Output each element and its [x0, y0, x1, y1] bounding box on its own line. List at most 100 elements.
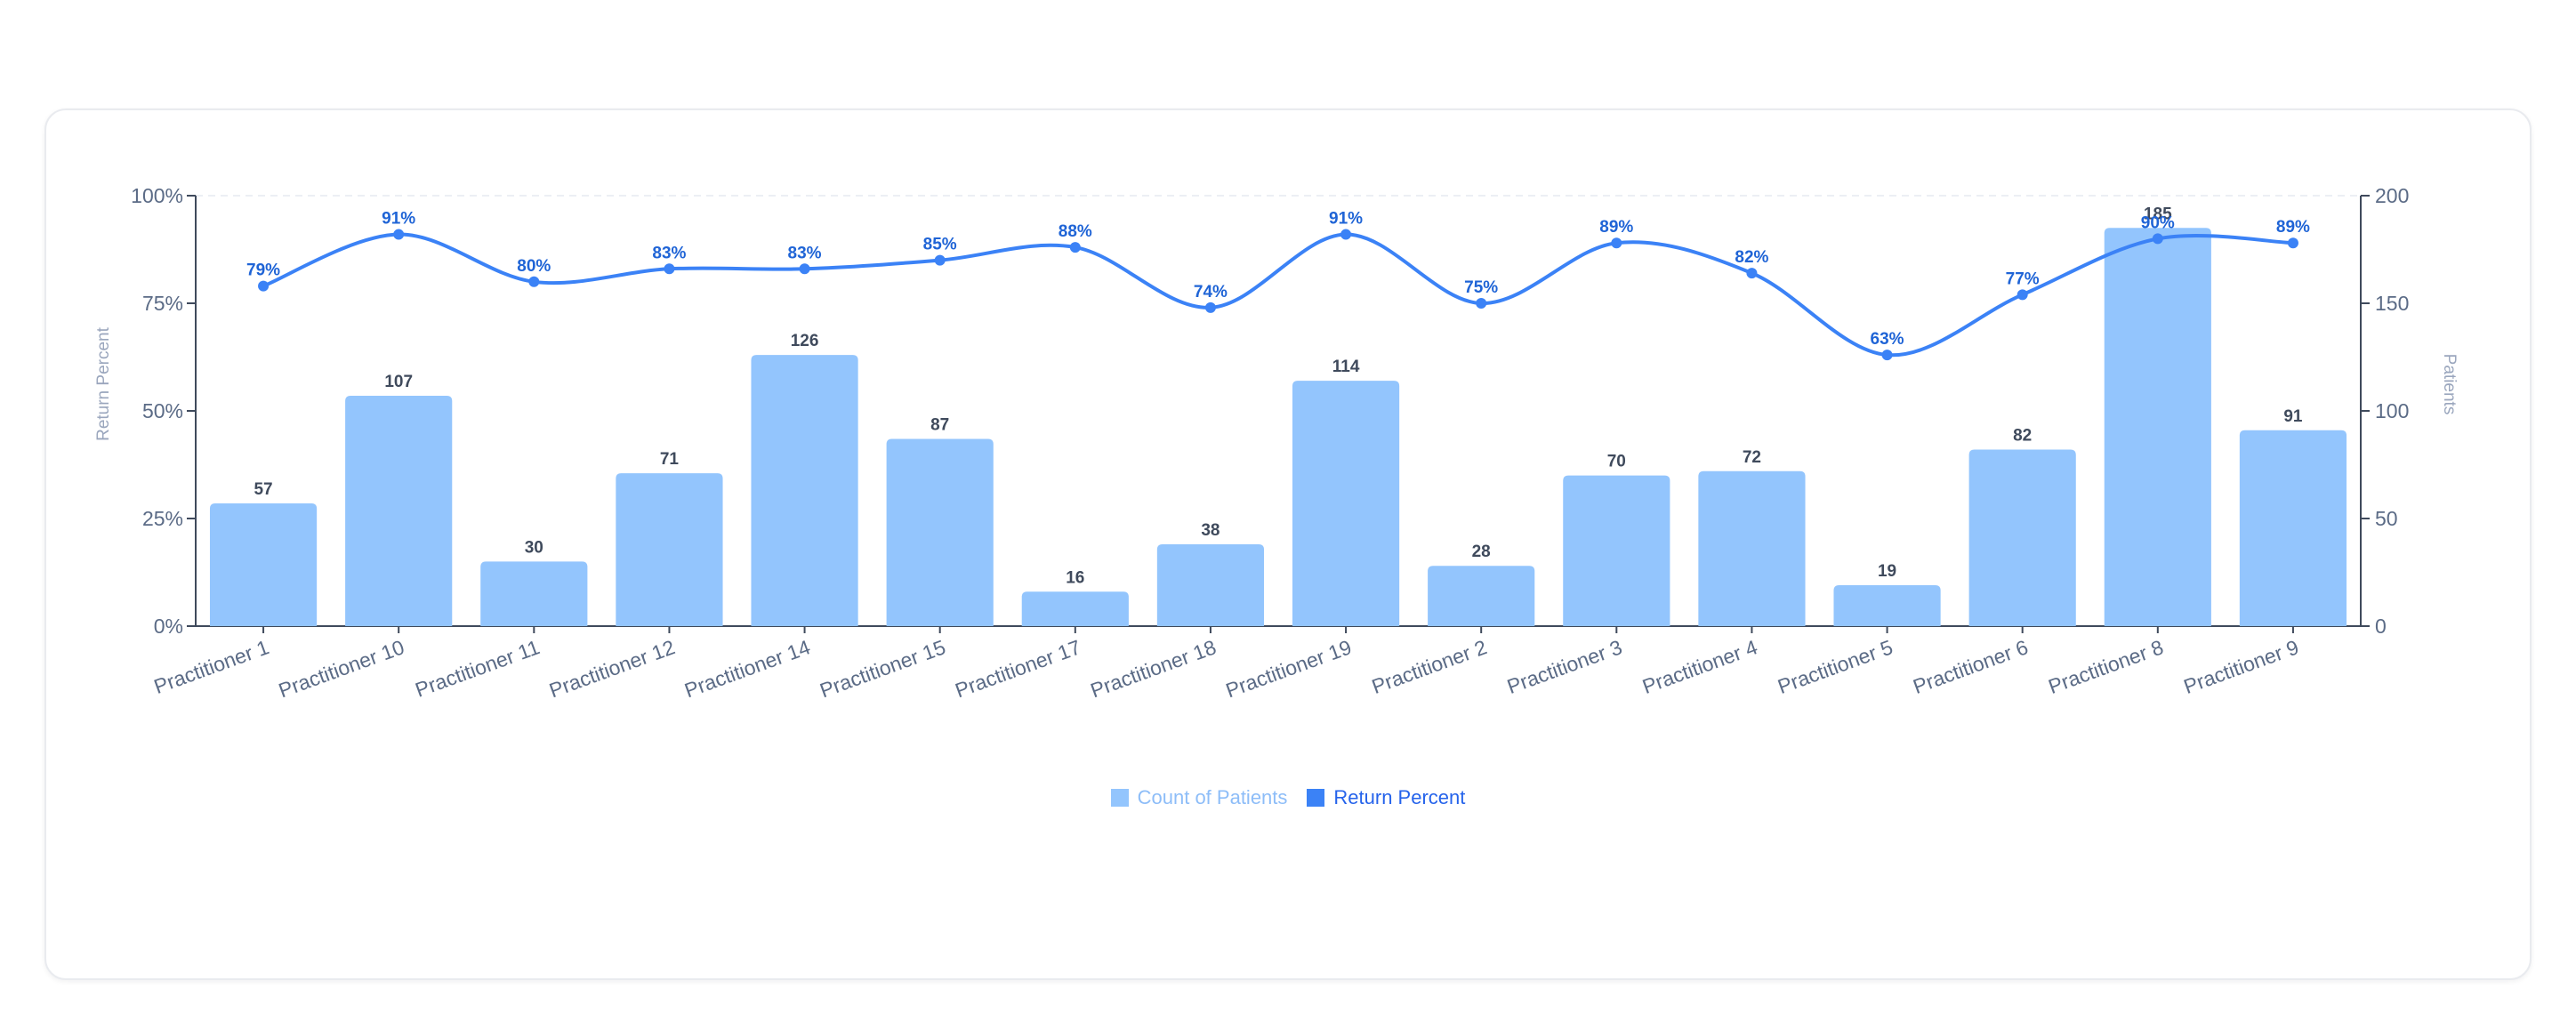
return-percent-point [934, 254, 946, 266]
return-percent-point [1746, 268, 1758, 279]
bar-value-label: 107 [384, 373, 413, 391]
y-left-tick-label: 50% [142, 399, 183, 422]
return-percent-label: 91% [1329, 210, 1363, 229]
return-percent-point [1069, 242, 1081, 253]
bar-practitioner-2 [1428, 566, 1535, 626]
y-left-axis-title: Return Percent [94, 326, 113, 441]
bar-practitioner-17 [1021, 591, 1129, 626]
legend-item-count-of-patients[interactable]: Count of Patients [1110, 786, 1288, 809]
y-right-tick-label: 0 [2375, 615, 2387, 638]
bar-practitioner-18 [1156, 544, 1265, 626]
legend-swatch-return-percent [1307, 789, 1325, 807]
bar-practitioner-9 [2239, 430, 2347, 626]
bar-practitioner-4 [1698, 470, 1806, 626]
bar-value-label: 72 [1743, 448, 1761, 467]
return-percent-point [1476, 298, 1487, 309]
y-left-tick-label: 75% [142, 292, 183, 315]
return-percent-label: 91% [382, 210, 415, 229]
legend-label-return-percent: Return Percent [1333, 786, 1466, 808]
bar-value-label: 185 [2144, 205, 2172, 223]
bar-value-label: 28 [1472, 543, 1491, 561]
return-percent-point [799, 263, 810, 275]
return-percent-label: 82% [1735, 248, 1768, 267]
x-tick-label-practitioner-11: Practitioner 11 [412, 635, 543, 702]
return-percent-label: 80% [517, 257, 551, 276]
bar-practitioner-1 [209, 503, 318, 626]
bar-value-label: 87 [930, 415, 949, 434]
y-right-tick-label: 150 [2375, 292, 2409, 315]
legend-item-return-percent[interactable]: Return Percent [1307, 786, 1465, 809]
return-percent-label: 85% [923, 236, 957, 254]
y-right-tick-label: 200 [2375, 184, 2409, 207]
combo-chart: 0% 25% 50% 75% 100% 0 50 100 150 200 Return Percen… [94, 184, 2459, 702]
x-tick-label-practitioner-17: Practitioner 17 [952, 635, 1083, 702]
return-percent-label: 83% [652, 244, 686, 262]
y-right-tick-label: 100 [2375, 399, 2409, 422]
bar-practitioner-12 [616, 473, 723, 626]
x-tick-label-practitioner-4: Practitioner 4 [1639, 635, 1760, 698]
bar-value-label: 16 [1066, 568, 1084, 587]
bar-value-label: 70 [1607, 453, 1626, 471]
legend: Count of Patients Return Percent [46, 786, 2530, 809]
return-percent-point [1611, 237, 1622, 249]
bar-practitioner-15 [886, 438, 994, 626]
legend-swatch-count-of-patients [1110, 789, 1129, 807]
bar-value-label: 114 [1332, 358, 1360, 376]
return-percent-point [2152, 233, 2163, 245]
x-tick-label-practitioner-5: Practitioner 5 [1775, 635, 1896, 698]
y-left-tick-label: 25% [142, 507, 183, 530]
x-tick-label-practitioner-8: Practitioner 8 [2045, 635, 2166, 698]
x-tick-label-practitioner-9: Practitioner 9 [2180, 635, 2301, 698]
legend-label-count-of-patients: Count of Patients [1137, 786, 1288, 808]
x-tick-label-practitioner-15: Practitioner 15 [817, 635, 948, 702]
bar-practitioner-3 [1563, 475, 1670, 626]
bar-value-label: 91 [2283, 407, 2303, 426]
bar-practitioner-5 [1833, 585, 1941, 626]
return-percent-label: 83% [788, 244, 822, 262]
y-left-tick-label: 0% [154, 615, 183, 638]
return-percent-label: 77% [2006, 269, 2040, 288]
return-percent-label: 89% [2276, 218, 2310, 237]
return-percent-label: 63% [1871, 330, 1904, 349]
y-right-tick-label: 50 [2375, 507, 2398, 530]
return-percent-point [664, 263, 675, 275]
x-tick-label-practitioner-10: Practitioner 10 [276, 635, 407, 702]
bar-practitioner-14 [751, 355, 858, 626]
return-percent-point [393, 229, 405, 240]
bar-value-label: 19 [1878, 562, 1896, 581]
bar-value-label: 57 [254, 480, 272, 499]
x-tick-label-practitioner-2: Practitioner 2 [1369, 635, 1490, 698]
bar-value-label: 82 [2013, 427, 2032, 446]
x-tick-label-practitioner-18: Practitioner 18 [1087, 635, 1219, 702]
x-tick-label-practitioner-6: Practitioner 6 [1910, 635, 2031, 698]
return-percent-label: 88% [1059, 222, 1092, 241]
chart-card: 0% 25% 50% 75% 100% 0 50 100 150 200 Return Percen… [44, 109, 2532, 980]
return-percent-point [528, 276, 540, 287]
return-percent-label: 89% [1599, 218, 1633, 237]
bar-practitioner-8 [2104, 228, 2211, 626]
x-tick-label-practitioner-1: Practitioner 1 [151, 635, 272, 698]
return-percent-point [258, 280, 270, 292]
return-percent-label: 75% [1464, 278, 1498, 297]
bar-practitioner-10 [345, 396, 453, 626]
return-percent-label: 79% [246, 261, 280, 280]
bar-value-label: 71 [660, 450, 680, 469]
y-left-tick-label: 100% [131, 184, 183, 207]
bar-value-label: 30 [525, 538, 543, 557]
x-tick-label-practitioner-3: Practitioner 3 [1504, 635, 1625, 698]
x-tick-label-practitioner-19: Practitioner 19 [1223, 635, 1355, 702]
x-tick-label-practitioner-14: Practitioner 14 [681, 635, 813, 702]
bar-practitioner-19 [1292, 381, 1400, 626]
return-percent-point [1204, 301, 1216, 313]
return-percent-line [262, 232, 2294, 358]
bar-value-label: 126 [791, 332, 819, 350]
return-percent-point [2287, 237, 2298, 249]
bar-practitioner-6 [1968, 449, 2076, 626]
return-percent-point [1881, 350, 1893, 361]
return-percent-label: 90% [2141, 213, 2175, 232]
return-percent-point [1340, 229, 1352, 240]
return-percent-label: 74% [1194, 283, 1228, 301]
bar-practitioner-11 [480, 561, 588, 626]
y-right-axis-title: Patients [2440, 354, 2459, 415]
x-tick-label-practitioner-12: Practitioner 12 [546, 635, 678, 702]
